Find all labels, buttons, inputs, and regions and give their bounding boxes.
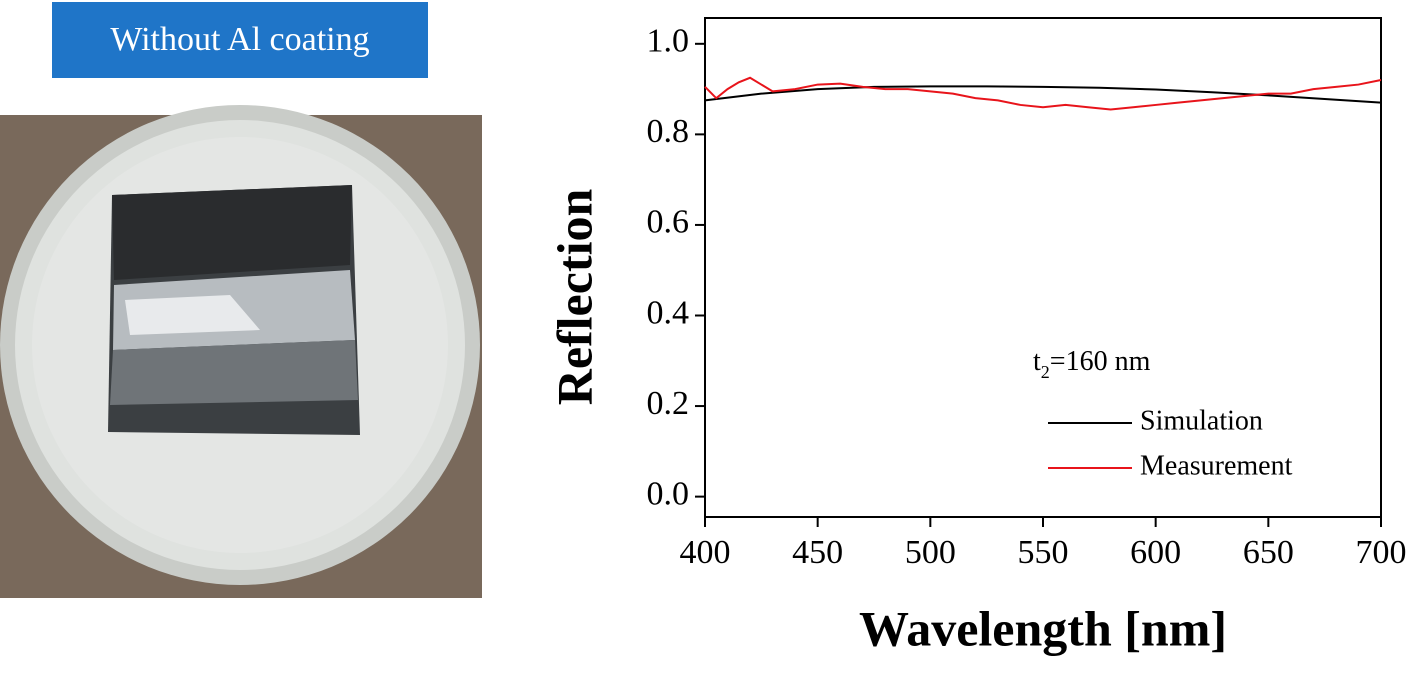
photo — [0, 105, 482, 598]
y-tick-label: 0.4 — [647, 294, 690, 331]
caption-box — [52, 2, 428, 78]
legend-label: Measurement — [1140, 450, 1293, 481]
legend-title-main: t — [1033, 346, 1041, 377]
caption: Without Al coating — [110, 21, 369, 58]
series-line — [704, 85, 1382, 104]
series-line — [704, 76, 1382, 111]
legend-title-rest: =160 nm — [1050, 346, 1151, 377]
x-tick-label: 400 — [680, 534, 731, 571]
y-axis-label: Reflection — [546, 189, 602, 406]
y-tick-label: 0.2 — [647, 385, 690, 422]
x-tick-label: 700 — [1356, 534, 1407, 571]
y-tick-label: 0.8 — [647, 113, 690, 150]
x-tick-label: 650 — [1243, 534, 1294, 571]
y-tick-label: 1.0 — [647, 23, 690, 60]
legend-title: t2=160 nm — [1033, 346, 1151, 382]
legend-label: Simulation — [1140, 405, 1263, 436]
legend-title-sub: 2 — [1041, 362, 1050, 382]
x-tick-label: 550 — [1018, 534, 1069, 571]
x-axis-label: Wavelength [nm] — [859, 600, 1227, 656]
x-tick-label: 500 — [905, 534, 956, 571]
x-tick-label: 600 — [1130, 534, 1181, 571]
x-tick-label: 450 — [792, 534, 843, 571]
y-tick-label: 0.6 — [647, 204, 690, 241]
y-tick-label: 0.0 — [647, 475, 690, 512]
